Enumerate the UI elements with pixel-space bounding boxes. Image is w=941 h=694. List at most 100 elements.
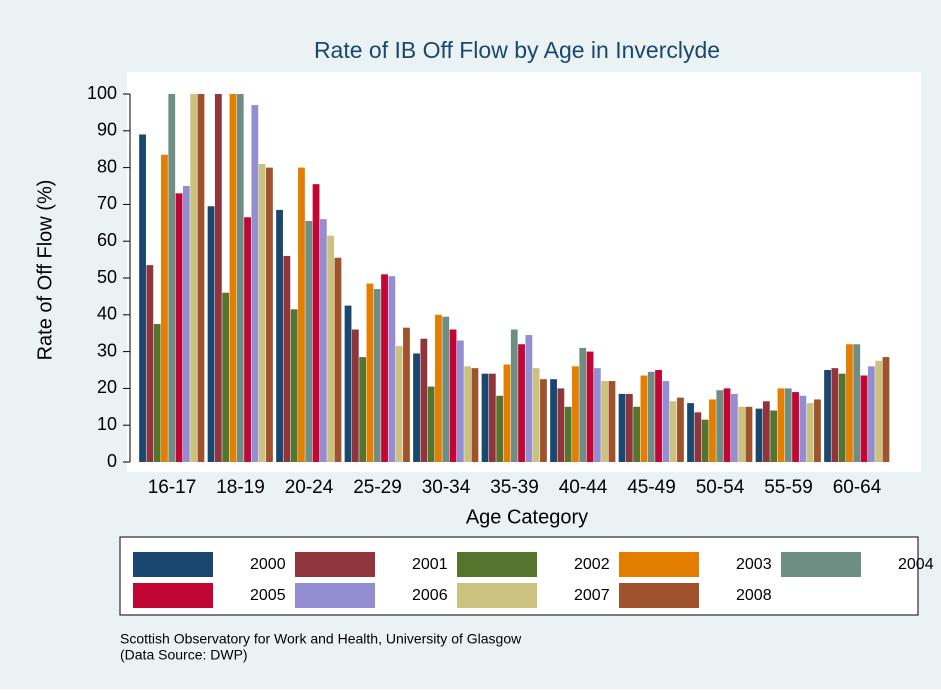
bar [875,360,883,462]
legend-swatch [133,552,213,577]
bar [403,327,410,462]
bar [593,368,601,462]
y-tick-label: 50 [97,267,117,287]
bar [258,163,266,463]
x-tick-label: 18-19 [216,477,265,498]
bar [550,379,557,462]
bar [701,419,709,462]
bar [236,94,244,462]
legend-swatch [619,583,699,608]
bar [867,366,875,462]
bar [572,366,579,462]
y-tick-label: 0 [107,451,117,471]
bar [244,217,251,462]
bar [730,393,738,462]
legend-label: 2004 [898,556,934,573]
y-tick-label: 90 [97,120,117,140]
bar [677,397,684,462]
x-tick-label: 20-24 [285,477,334,498]
bar [327,235,335,462]
legend-label: 2003 [736,556,772,573]
bar [882,357,890,462]
bar [853,344,861,462]
x-tick-label: 35-39 [490,477,539,498]
bar [388,276,396,462]
y-tick-label: 70 [97,193,117,213]
legend-label: 2005 [250,587,286,604]
bar [442,316,450,462]
bar [669,401,677,462]
bar [745,406,753,462]
bar [709,399,716,462]
bar [655,370,662,462]
y-tick-label: 40 [97,304,117,324]
bar [251,105,259,462]
bar [633,406,641,462]
y-tick-label: 60 [97,230,117,250]
legend-swatch [619,552,699,577]
bar [276,209,283,462]
y-tick-label: 10 [97,414,117,434]
bar [395,346,403,462]
bar [510,329,518,462]
bar [464,366,472,462]
bar [586,351,594,462]
bar [305,220,313,462]
y-tick-label: 20 [97,377,117,397]
bar [601,381,609,462]
x-tick-label: 25-29 [353,477,402,498]
bar [190,94,198,462]
bar [334,257,342,462]
legend-label: 2008 [736,587,772,604]
bar [540,379,547,462]
bar [427,386,435,462]
bar [762,401,770,462]
bar [564,406,572,462]
bar [266,167,273,462]
legend-label: 2001 [412,556,448,573]
legend-label: 2002 [574,556,610,573]
y-axis-label: Rate of Off Flow (%) [34,180,56,361]
chart-title: Rate of IB Off Flow by Age in Inverclyde [314,37,720,63]
x-tick-label: 45-49 [627,477,676,498]
bar [488,373,496,462]
x-tick-label: 16-17 [148,477,197,498]
bar [146,265,154,462]
bar [625,393,633,462]
bar [283,255,291,462]
bar [831,368,839,462]
legend-label: 2006 [412,587,448,604]
bar [449,329,457,462]
x-tick-label: 30-34 [422,477,471,498]
bar [860,375,868,462]
legend-label: 2007 [574,587,610,604]
bar [792,392,799,462]
legend-swatch [133,583,213,608]
bar [373,289,381,462]
bar [618,393,626,462]
legend-swatch [295,552,375,577]
bar [413,353,420,462]
bar [312,184,320,462]
x-tick-label: 50-54 [696,477,745,498]
x-axis-label: Age Category [466,506,588,528]
bar [838,373,846,462]
bar [161,154,168,462]
bar [435,314,442,462]
bar [557,388,565,462]
bar [456,340,464,462]
bar [579,347,587,462]
x-tick-label: 60-64 [833,477,882,498]
bar [777,388,785,462]
bar [381,274,388,462]
bar [532,368,540,462]
bar [139,134,146,463]
x-tick-label: 55-59 [764,477,813,498]
bar [229,94,237,462]
bar [814,399,821,462]
bar [168,94,176,462]
bar [518,344,525,462]
y-tick-label: 100 [87,83,117,103]
bar [525,335,533,462]
bar [784,388,792,462]
